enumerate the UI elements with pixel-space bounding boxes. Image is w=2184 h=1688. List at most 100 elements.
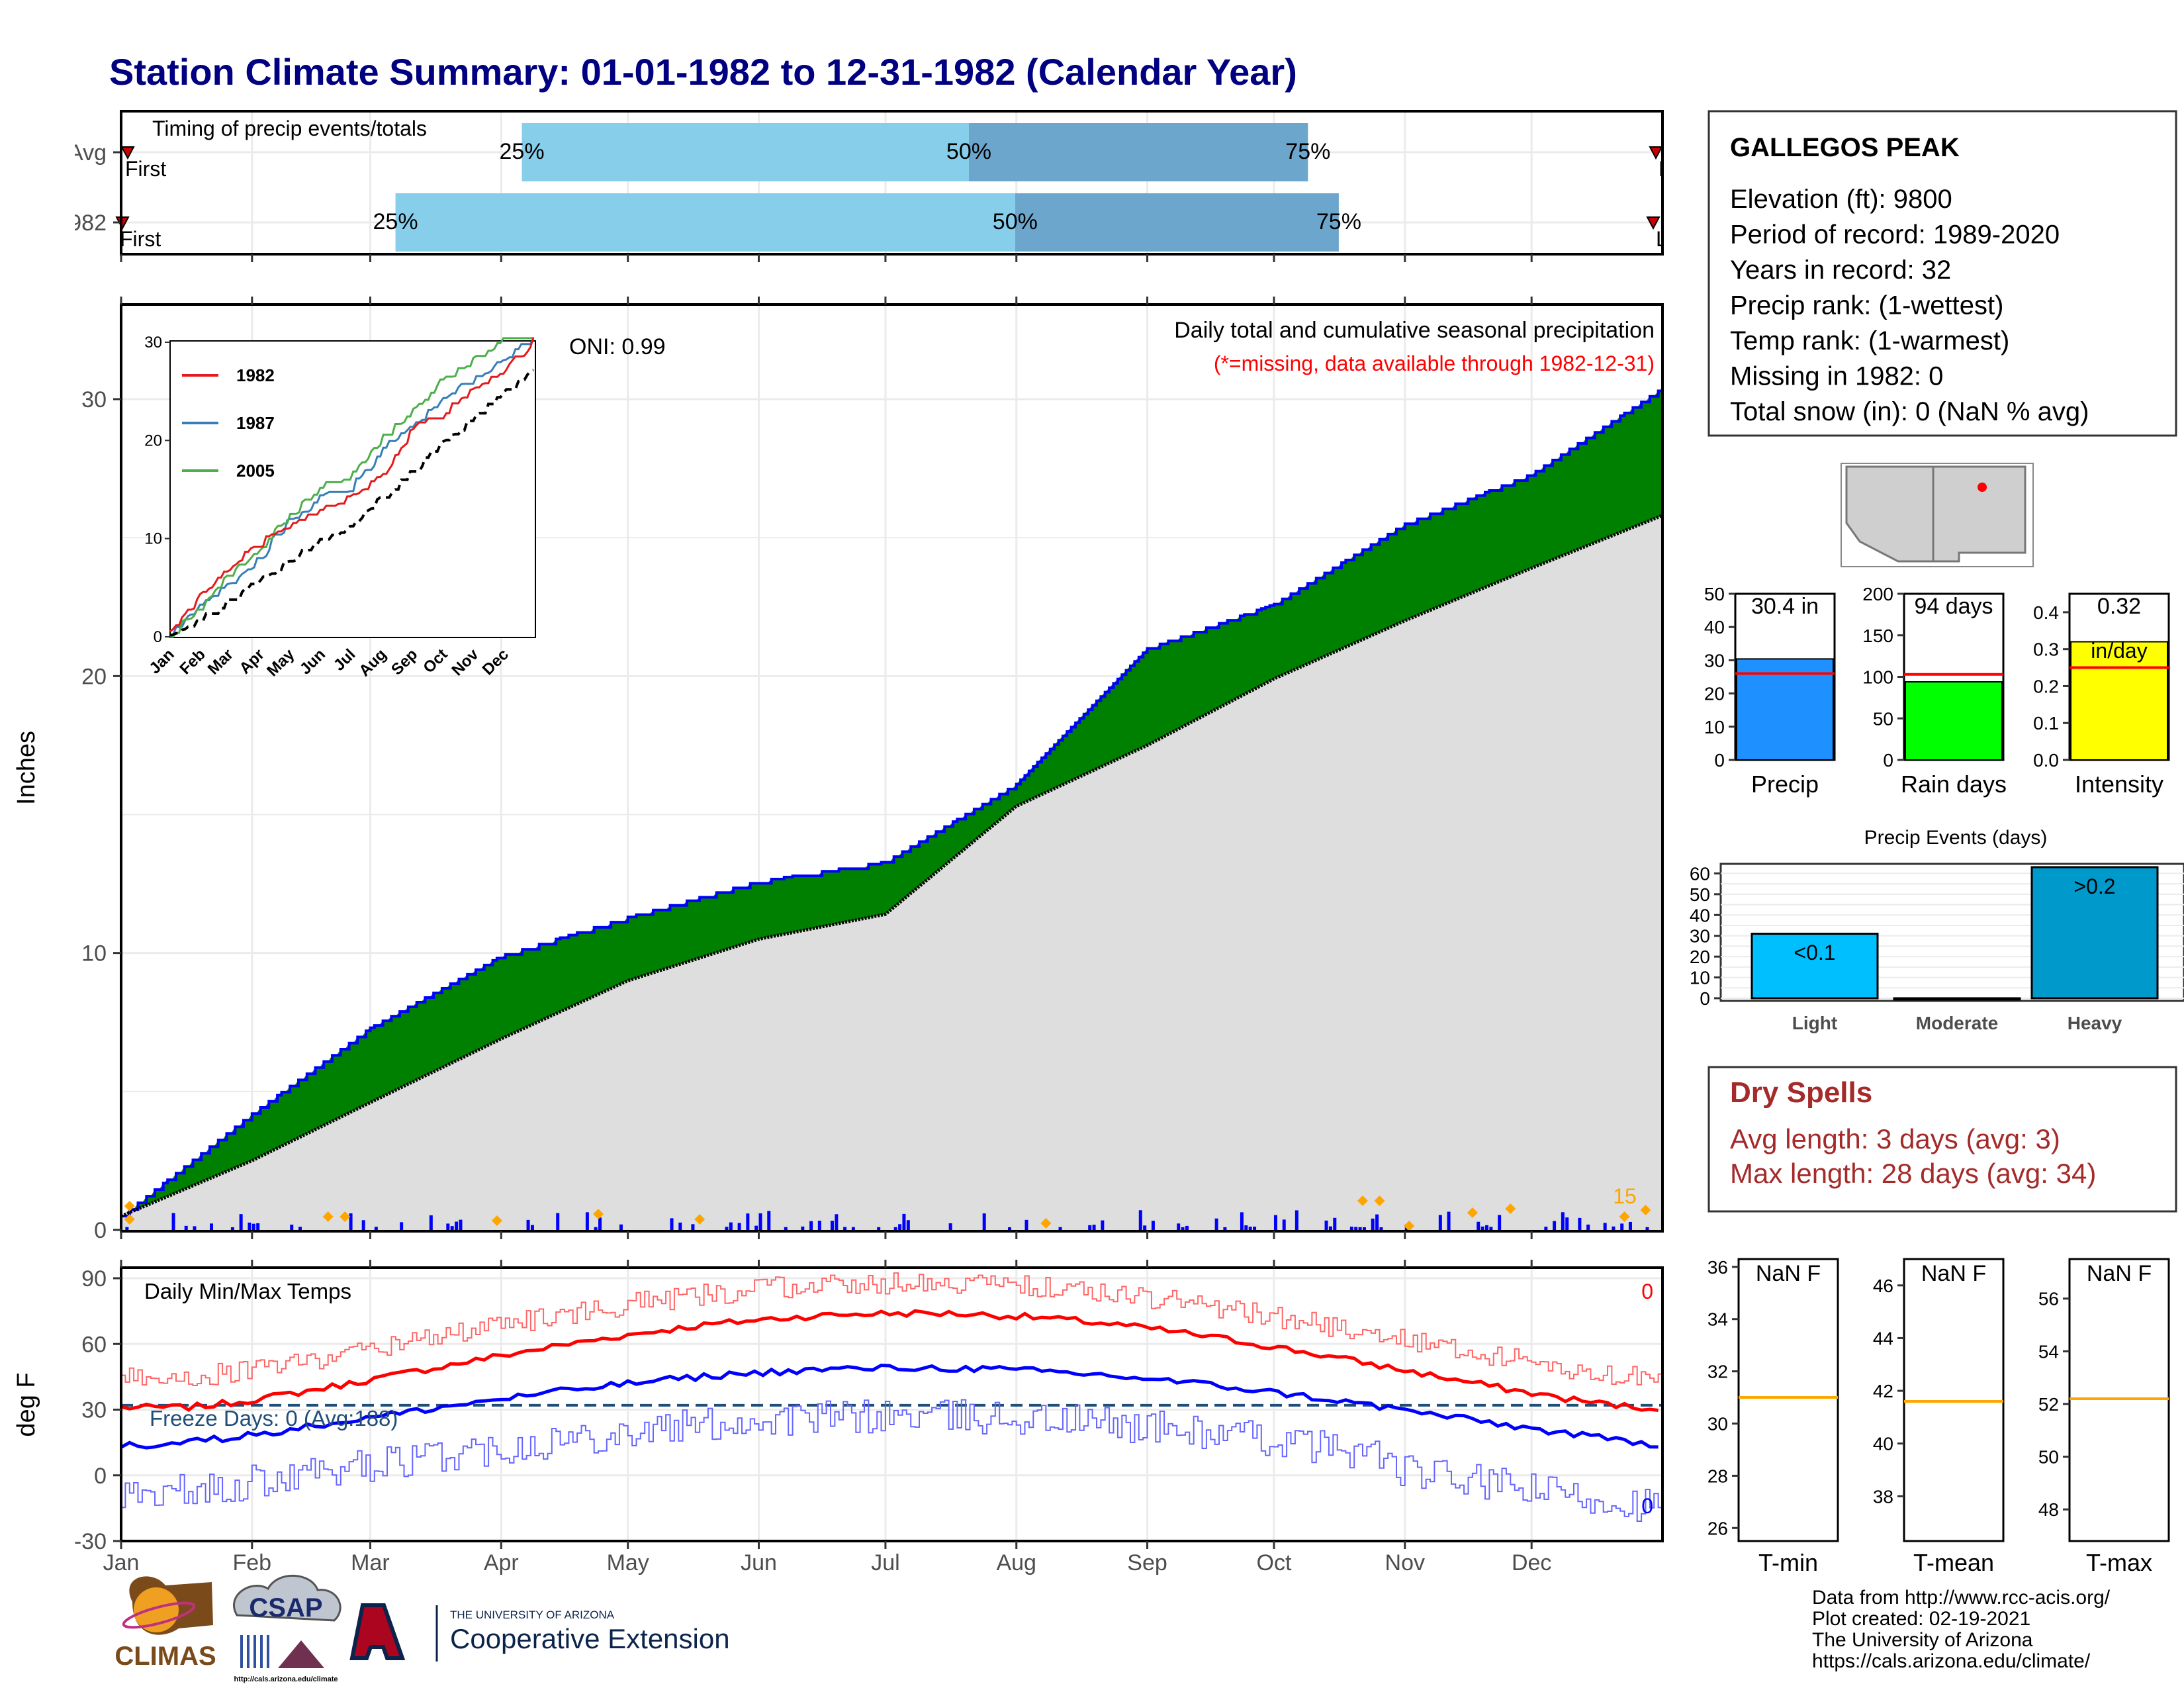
main-panel-frame xyxy=(120,303,1664,1233)
daily-precip-bar xyxy=(754,1225,758,1230)
daily-precip-bar xyxy=(1024,1219,1028,1230)
timing-title: Timing of precip events/totals xyxy=(152,117,427,140)
month-label: Jul xyxy=(871,1550,899,1575)
daily-precip-bar xyxy=(1058,1227,1062,1230)
daily-precip-bar xyxy=(729,1222,733,1230)
precip-event-marker xyxy=(322,1211,334,1222)
dry-spells-title: Dry Spells xyxy=(1730,1076,1872,1109)
daily-precip-bar xyxy=(1143,1225,1147,1230)
temp-box-value: NaN F xyxy=(1756,1261,1821,1286)
freeze-days-label: Freeze Days: 0 (Avg:188) xyxy=(150,1406,398,1430)
precip-event-marker xyxy=(1040,1218,1052,1229)
events-tick-label: 10 xyxy=(1690,968,1710,988)
csap-logo-url: http://cals.arizona.edu/climate xyxy=(234,1675,338,1683)
timing-pct-label: 75% xyxy=(1316,209,1361,234)
daily-precip-bar xyxy=(1151,1221,1155,1230)
daily-precip-bar xyxy=(374,1227,378,1230)
precip-event-marker xyxy=(1357,1196,1368,1206)
summary-tick-label: 0 xyxy=(1714,750,1725,771)
summary-bar-name: Intensity xyxy=(2075,771,2163,798)
events-bar xyxy=(1751,933,1879,1000)
daily-precip-bar xyxy=(1379,1227,1383,1230)
summary-bar-name: Precip xyxy=(1751,771,1819,798)
events-tick-label: 30 xyxy=(1690,926,1710,947)
daily-precip-bar xyxy=(184,1225,188,1230)
temp-ylabel: deg F xyxy=(13,1372,40,1436)
footer-line: Data from http://www.rcc-acis.org/ xyxy=(1812,1587,2111,1609)
summary-value-label: 0.32 xyxy=(2097,594,2141,619)
oni-label: ONI: 0.99 xyxy=(569,334,666,359)
daily-precip-bar xyxy=(817,1221,821,1230)
temp-box-tick-label: 26 xyxy=(1707,1518,1728,1538)
daily-precip-bar xyxy=(1603,1223,1607,1230)
daily-precip-bar xyxy=(670,1218,674,1230)
inset-line-1982 xyxy=(169,337,535,633)
temp-box-tick-label: 54 xyxy=(2038,1341,2059,1362)
daily-precip-bar xyxy=(1620,1223,1624,1230)
events-category-label: Heavy xyxy=(2068,1013,2122,1033)
summary-bar xyxy=(1736,658,1834,761)
daily-precip-bar xyxy=(1240,1212,1244,1230)
station-info-line: Period of record: 1989-2020 xyxy=(1730,220,2060,250)
daily-precip-bar xyxy=(248,1222,251,1230)
avg-cumulative-area xyxy=(121,515,1662,1231)
month-label: Aug xyxy=(996,1550,1036,1575)
dry-spells-max: Max length: 28 days (avg: 34) xyxy=(1730,1158,2096,1189)
daily-precip-bar xyxy=(1645,1227,1649,1230)
main-ytick-label: 0 xyxy=(94,1218,107,1243)
main-subtitle: Daily total and cumulative seasonal prec… xyxy=(1174,318,1655,343)
inset-legend-label: 1987 xyxy=(236,413,275,433)
daily-precip-bar xyxy=(530,1225,534,1230)
daily-precip-bar xyxy=(1349,1227,1353,1230)
daily-precip-bar xyxy=(1354,1227,1358,1230)
precip-event-marker xyxy=(1640,1205,1651,1215)
daily-precip-bar xyxy=(598,1217,602,1230)
footer-line: Plot created: 02-19-2021 xyxy=(1812,1608,2030,1630)
precip-event-marker xyxy=(1505,1203,1516,1214)
temp-box-tick-label: 30 xyxy=(1707,1414,1728,1434)
csap-logo-text: CSAP xyxy=(249,1593,322,1622)
inset-line-avg xyxy=(169,369,534,637)
daily-precip-bar xyxy=(349,1213,353,1230)
main-ylabel: Inches xyxy=(13,731,40,805)
missing-note: (*=missing, data available through 1982-… xyxy=(1214,352,1655,375)
daily-min-temp-line xyxy=(121,1399,1663,1522)
temp-box-tick-label: 50 xyxy=(2038,1447,2059,1468)
timing-bar-50-75 xyxy=(968,123,1308,181)
page-title: Station Climate Summary: 01-01-1982 to 1… xyxy=(109,51,1297,93)
events-tick-label: 20 xyxy=(1690,947,1710,967)
dry-spells-avg: Avg length: 3 days (avg: 3) xyxy=(1730,1123,2060,1154)
temp-panel-title: Daily Min/Max Temps xyxy=(144,1279,351,1303)
temp-box-value: NaN F xyxy=(2087,1261,2152,1286)
daily-precip-bar xyxy=(1480,1226,1484,1230)
daily-precip-bar xyxy=(1447,1211,1451,1230)
daily-precip-bar xyxy=(171,1213,175,1230)
station-info-line: Temp rank: (1-warmest) xyxy=(1730,326,2009,355)
daily-precip-bar xyxy=(801,1226,805,1230)
temp-box-tick-label: 34 xyxy=(1707,1309,1728,1330)
daily-precip-bar xyxy=(1092,1225,1096,1230)
inset-line-2005 xyxy=(170,337,533,638)
timing-pct-label: 75% xyxy=(1285,139,1330,164)
daily-precip-bar xyxy=(429,1215,433,1230)
ua-logo-small-text: THE UNIVERSITY OF ARIZONA xyxy=(450,1609,615,1621)
daily-precip-bar xyxy=(1586,1224,1590,1230)
station-info-line: Precip rank: (1-wettest) xyxy=(1730,291,2003,320)
daily-precip-bar xyxy=(256,1223,260,1230)
temp-box-tick-label: 32 xyxy=(1707,1362,1728,1382)
temp-box-frame xyxy=(1737,1258,1839,1542)
precip-event-marker xyxy=(340,1211,351,1222)
summary-tick-label: 20 xyxy=(1704,684,1725,704)
temp-box-tick-label: 56 xyxy=(2038,1289,2059,1309)
daily-precip-bar xyxy=(1138,1210,1142,1230)
temp-ytick-label: 90 xyxy=(81,1266,107,1291)
summary-tick-label: 0.3 xyxy=(2033,639,2059,660)
daily-precip-bar xyxy=(1544,1227,1548,1230)
first-event-label: First xyxy=(120,227,161,251)
daily-precip-bar xyxy=(585,1212,589,1230)
daily-precip-bar xyxy=(1477,1221,1480,1230)
daily-precip-bar xyxy=(877,1227,881,1230)
events-tick-label: 40 xyxy=(1690,905,1710,925)
temp-box-tick-label: 44 xyxy=(1873,1328,1893,1348)
timing-pct-label: 25% xyxy=(500,139,545,164)
